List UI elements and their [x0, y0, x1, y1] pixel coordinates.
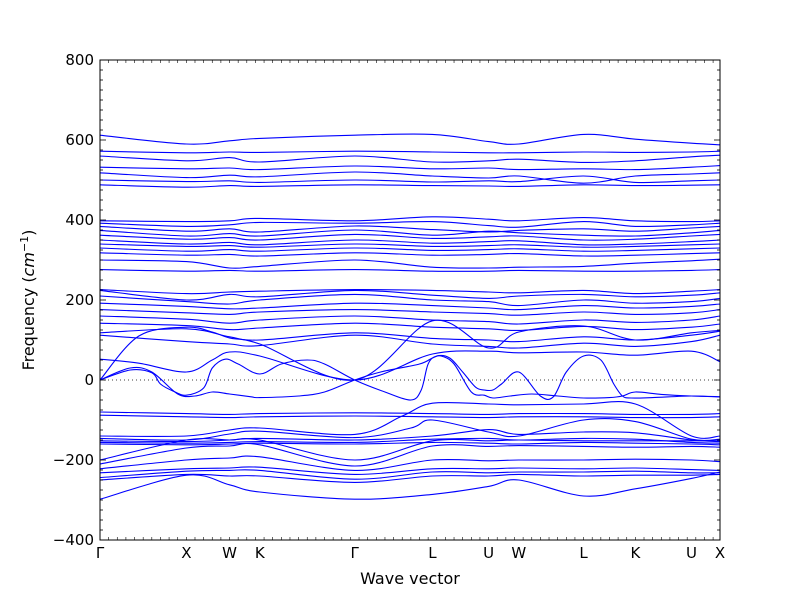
band-line-18 [99, 269, 721, 272]
band-line-5 [99, 171, 721, 184]
band-line-21 [99, 293, 721, 307]
band-line-8 [99, 216, 721, 223]
band-line-45 [99, 471, 721, 500]
y-axis-label-text: Frequency ( [19, 276, 38, 370]
x-tick-label: X [715, 544, 725, 562]
band-line-9 [99, 220, 721, 228]
band-line-36 [99, 429, 721, 443]
band-line-31 [99, 354, 721, 401]
band-line-28 [99, 319, 721, 381]
x-tick-label: W [511, 544, 526, 562]
x-tick-label: L [579, 544, 588, 562]
band-line-42 [99, 466, 721, 475]
band-line-17 [99, 258, 721, 269]
band-line-34 [99, 401, 721, 439]
y-tick-label: −400 [53, 531, 94, 549]
band-line-39 [99, 437, 720, 461]
band-line-10 [99, 225, 721, 233]
band-line-6 [99, 175, 721, 184]
band-line-35 [99, 418, 721, 442]
x-tick-label: Γ [96, 544, 105, 562]
band-line-24 [99, 315, 721, 325]
band-line-2 [99, 150, 721, 154]
band-line-41 [99, 455, 721, 471]
y-tick-label: 400 [65, 211, 94, 229]
band-line-13 [99, 239, 721, 246]
band-line-4 [99, 165, 721, 171]
x-tick-label: X [181, 544, 191, 562]
y-axis-label-exponent: −1 [18, 236, 31, 252]
band-line-23 [99, 309, 721, 316]
x-tick-label: Γ [351, 544, 360, 562]
band-line-38 [99, 441, 721, 446]
band-line-7 [99, 184, 721, 188]
band-line-27 [99, 334, 721, 349]
y-tick-label: −200 [53, 451, 94, 469]
band-line-14 [99, 243, 721, 248]
y-tick-label: 200 [65, 291, 94, 309]
band-line-11 [99, 229, 721, 237]
x-tick-label: K [255, 544, 266, 562]
band-lines [99, 133, 721, 500]
band-line-43 [99, 469, 721, 480]
band-line-15 [99, 247, 721, 252]
y-axis-label-unit: cm [19, 252, 38, 276]
band-line-16 [99, 252, 721, 257]
band-line-29 [99, 350, 721, 381]
x-tick-label: W [222, 544, 237, 562]
band-line-33 [99, 414, 721, 419]
band-line-22 [99, 302, 721, 311]
band-line-32 [99, 411, 721, 416]
x-tick-label: L [428, 544, 437, 562]
band-line-37 [99, 437, 721, 444]
band-line-20 [99, 289, 721, 301]
x-tick-label: U [686, 544, 697, 562]
y-tick-label: 800 [65, 51, 94, 69]
band-line-3 [99, 154, 721, 163]
plot-frame [99, 59, 721, 541]
band-line-1 [99, 133, 721, 146]
band-line-40 [99, 442, 721, 467]
x-tick-label: U [483, 544, 494, 562]
band-line-19 [99, 289, 721, 295]
band-line-12 [99, 233, 721, 241]
band-line-25 [99, 322, 721, 332]
x-axis-label: Wave vector [360, 569, 460, 588]
band-line-44 [99, 473, 721, 483]
band-line-26 [99, 328, 721, 343]
x-tick-label: K [630, 544, 641, 562]
y-tick-label: 600 [65, 131, 94, 149]
y-axis-label: Frequency (cm−1) [18, 230, 38, 371]
y-axis-label-close: ) [19, 230, 38, 236]
y-tick-label: 0 [84, 371, 94, 389]
